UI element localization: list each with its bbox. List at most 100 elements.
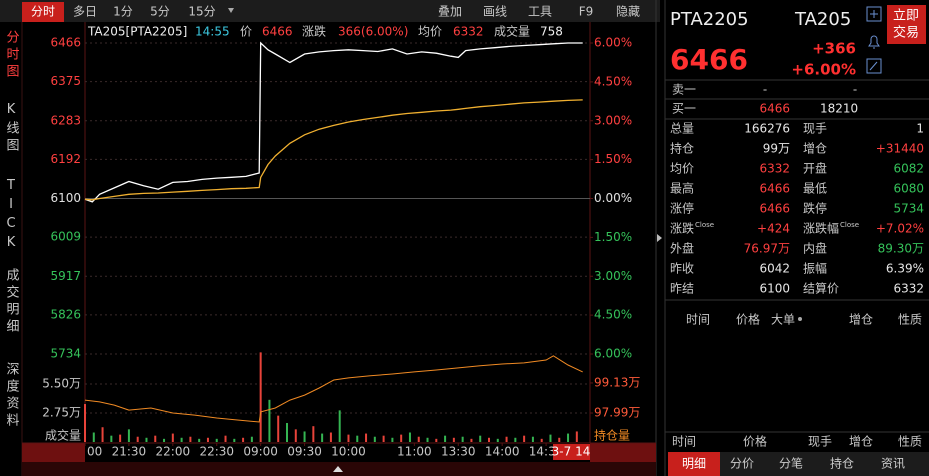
x-tick-label: 09:30 (287, 445, 322, 459)
quote-value: 6332 (759, 162, 790, 176)
bottom-tab[interactable]: 持仓 (830, 456, 854, 471)
volume-bar (488, 437, 490, 442)
column-header: 时间 (672, 435, 696, 449)
side-tab[interactable]: 成交明细 (4, 268, 20, 336)
edit-icon (869, 61, 878, 71)
toolbar-tab[interactable]: 分时 (31, 5, 55, 19)
dropdown-icon[interactable] (228, 8, 234, 13)
quote-value: 6080 (893, 182, 924, 196)
volume-bar (347, 434, 350, 442)
volume-bar (215, 438, 218, 442)
volume-bar (382, 435, 385, 442)
toolbar-tab[interactable]: 多日 (73, 5, 97, 19)
volume: 758 (540, 25, 563, 39)
toolbar-tab[interactable]: 5分 (150, 5, 170, 19)
toolbar-tool[interactable]: 叠加 (438, 5, 462, 19)
ask-volume: - (853, 83, 857, 97)
volume-bar (531, 436, 534, 442)
side-tab[interactable]: K线图 (4, 102, 20, 155)
bottom-tab[interactable]: 明细 (682, 457, 706, 471)
quote-label: 结算价 (803, 281, 839, 296)
label: 成交量 (494, 24, 530, 39)
bell-icon[interactable] (868, 35, 880, 49)
oi-line (84, 355, 583, 423)
column-header: 性质 (898, 435, 922, 449)
volume-bar (268, 399, 271, 442)
y-tick-label: 6192 (50, 152, 81, 166)
scroll-arrow[interactable] (333, 466, 343, 472)
side-tab[interactable]: TICK (4, 178, 19, 254)
volume-bar (356, 435, 359, 442)
bottom-tab[interactable]: 资讯 (881, 457, 905, 471)
column-header: 性质 (898, 313, 922, 327)
quote-label: 外盘 (670, 241, 694, 256)
trade-button[interactable] (887, 5, 926, 44)
volume-bar (224, 435, 227, 442)
volume-bar (171, 433, 174, 442)
volume-bar (523, 435, 526, 442)
x-tick-label: 22:00 (156, 445, 191, 459)
volume-bar (558, 437, 561, 442)
bid-price: 6466 (759, 102, 790, 116)
y2-tick-label: 1.50% (594, 230, 632, 244)
quote-value: +31440 (876, 142, 924, 156)
add-icon (870, 10, 878, 18)
volume-bar (540, 438, 543, 442)
volume-tick-label: 5.50万 (42, 377, 81, 391)
toolbar (0, 0, 660, 22)
toolbar-tool[interactable]: 工具 (528, 5, 552, 19)
quote-label: 最低 (803, 182, 827, 196)
volume-bar (329, 432, 332, 442)
y-tick-label: 6375 (50, 74, 81, 88)
bottom-tab[interactable]: 分笔 (779, 456, 803, 471)
y2-tick-label: 0.00% (594, 191, 632, 205)
trade-button-label[interactable]: 交易 (893, 25, 919, 41)
volume-bar (286, 423, 288, 442)
quote-label: 昨结 (670, 282, 694, 296)
trade-button-label[interactable]: 立即 (893, 9, 919, 24)
oi-label: 持仓量 (594, 428, 630, 443)
toolbar-tab[interactable]: 15分 (188, 5, 215, 19)
side-tab[interactable]: 深度资料 (4, 362, 20, 430)
volume-bar (338, 410, 341, 442)
volume-bar (408, 432, 411, 442)
ask-price: - (763, 83, 767, 97)
edit-icon[interactable] (866, 58, 882, 74)
volume-bar (250, 436, 253, 442)
volume-bar (479, 435, 482, 442)
volume-bar (575, 431, 578, 442)
price: 6466 (262, 25, 293, 39)
collapse-arrow[interactable] (657, 234, 662, 242)
quote-value: 76.97万 (744, 242, 790, 256)
volume-bar (312, 426, 315, 442)
bottom-tab[interactable]: 分价 (730, 457, 754, 471)
volume-bar (321, 433, 324, 442)
x-tick-label: 22:30 (199, 445, 234, 459)
axis-strip (590, 443, 656, 462)
volume-bar (154, 435, 157, 442)
side-tab[interactable]: 分时图 (4, 30, 20, 81)
quote-label: 持仓 (670, 141, 694, 156)
x-tick-label: 21:30 (112, 445, 147, 459)
toolbar-tab[interactable]: 1分 (113, 5, 133, 19)
add-icon[interactable] (866, 6, 882, 22)
active-tab (668, 452, 720, 476)
y-tick-label: 5917 (50, 269, 81, 283)
sort-icon[interactable] (798, 317, 802, 321)
toolbar-tool[interactable]: 隐藏 (616, 5, 640, 19)
toolbar-tool[interactable]: 画线 (483, 5, 507, 19)
volume-bar (373, 436, 376, 442)
quote-value: 6082 (893, 162, 924, 176)
column-header: 时间 (686, 313, 710, 327)
change: +366 (812, 40, 856, 58)
quote-label-note: Close (840, 221, 859, 229)
quote-label: 最高 (670, 181, 694, 196)
y-tick-label: 6466 (50, 36, 81, 50)
time: 14:55 (195, 25, 230, 39)
quote-value: 166276 (744, 122, 790, 136)
quote-value: 89.30万 (878, 242, 924, 256)
toolbar-tool[interactable]: F9 (579, 5, 594, 19)
volume-bar (452, 437, 455, 442)
